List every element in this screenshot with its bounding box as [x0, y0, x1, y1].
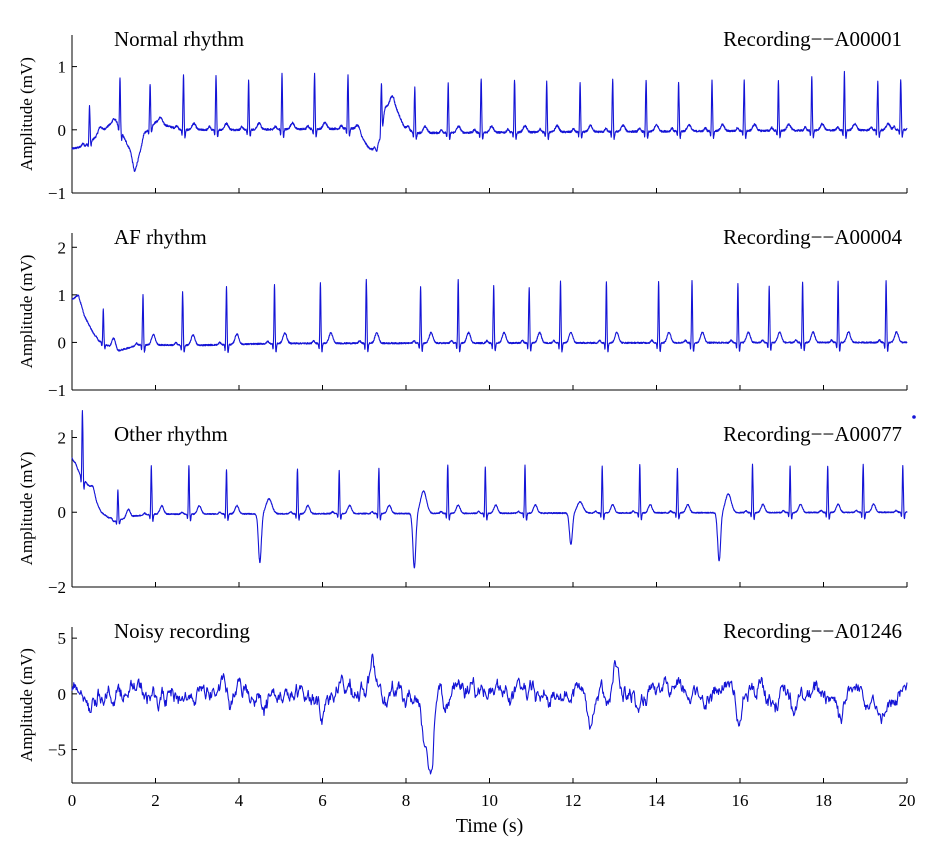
y-tick-label: 0 — [58, 503, 67, 522]
y-tick-label: −1 — [48, 184, 66, 203]
x-tick-label: 20 — [899, 791, 916, 810]
recording-label: Recording−−A00001 — [723, 27, 902, 51]
x-tick-label: 10 — [481, 791, 498, 810]
x-tick-label: 18 — [815, 791, 832, 810]
y-axis-label: Amplitude (mV) — [17, 255, 36, 369]
y-tick-label: 0 — [58, 685, 67, 704]
x-tick-label: 6 — [318, 791, 327, 810]
y-axis-label: Amplitude (mV) — [17, 648, 36, 762]
x-tick-label: 12 — [565, 791, 582, 810]
y-axis-label: Amplitude (mV) — [17, 452, 36, 566]
marker-dot — [912, 415, 916, 419]
ecg-trace — [71, 70, 908, 172]
y-tick-label: 5 — [58, 629, 67, 648]
y-tick-label: −1 — [48, 381, 66, 400]
panel-title: AF rhythm — [114, 225, 207, 249]
y-tick-label: 1 — [58, 58, 67, 77]
y-tick-label: −2 — [48, 578, 66, 597]
x-tick-label: 0 — [68, 791, 77, 810]
ecg-trace — [71, 278, 908, 354]
panel-1: −1 0 1 Amplitude (mV) Normal rhythm Recording… — [17, 27, 908, 203]
x-tick-label: 2 — [151, 791, 160, 810]
recording-label: Recording−−A01246 — [723, 619, 902, 643]
x-axis-label: Time (s) — [456, 815, 524, 837]
y-tick-label: 0 — [58, 333, 67, 352]
x-tick-label: 16 — [732, 791, 749, 810]
recording-label: Recording−−A00077 — [723, 422, 902, 446]
panel-title: Normal rhythm — [114, 27, 244, 51]
x-tick-label: 8 — [402, 791, 411, 810]
panel-3: −2 0 2 Amplitude (mV) Other rhythm Recording−… — [17, 410, 908, 597]
x-tick-label: 4 — [235, 791, 244, 810]
panel-title: Noisy recording — [114, 619, 250, 643]
y-tick-label: 1 — [58, 286, 67, 305]
panel-2: −1 0 1 2 Amplitude (mV) AF rhythm Recording−−A… — [17, 225, 908, 400]
x-tick-label: 14 — [648, 791, 666, 810]
y-tick-label: 2 — [58, 238, 67, 257]
y-tick-label: 2 — [58, 428, 67, 447]
y-tick-label: −5 — [48, 741, 66, 760]
recording-label: Recording−−A00004 — [723, 225, 902, 249]
y-tick-label: 0 — [58, 121, 67, 140]
panel-title: Other rhythm — [114, 422, 228, 446]
ecg-trace — [71, 410, 908, 569]
ecg-trace — [71, 653, 908, 775]
y-axis-label: Amplitude (mV) — [17, 57, 36, 171]
panel-4: 0 2 4 6 8 10 12 14 16 18 20 −5 0 5 Amplitude (mV) Noisy… — [17, 619, 916, 810]
